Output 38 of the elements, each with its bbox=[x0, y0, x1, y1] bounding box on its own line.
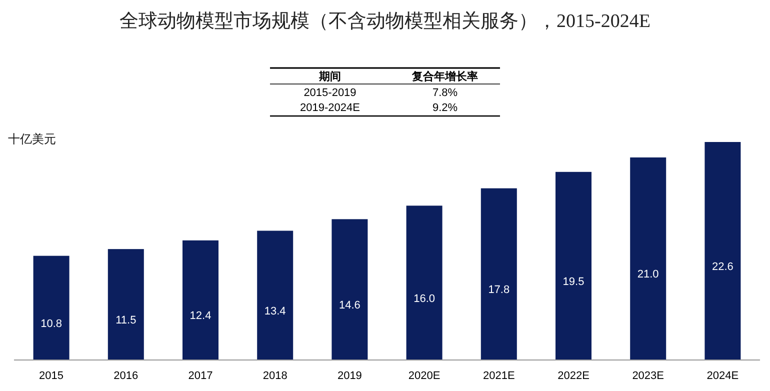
text: 2019-2024E bbox=[300, 102, 360, 114]
x-tick-label: 2016 bbox=[114, 370, 138, 382]
data-label: 11.5 bbox=[116, 314, 136, 327]
text: 复合年增长率 bbox=[411, 70, 478, 83]
bar bbox=[406, 206, 442, 360]
x-tick-label: 2018 bbox=[262, 370, 288, 382]
text: 期间 bbox=[318, 70, 341, 83]
x-tick-label: 2020E bbox=[408, 370, 440, 382]
data-label: 22.6 bbox=[712, 261, 734, 273]
x-tick-label: 2023E bbox=[632, 370, 664, 382]
bar bbox=[704, 142, 741, 360]
x-tick-label: 2022E bbox=[558, 370, 590, 382]
bar bbox=[480, 188, 517, 360]
text: 2015-2019 bbox=[304, 87, 356, 99]
bar bbox=[33, 256, 70, 360]
x-tick-label: 2019 bbox=[337, 370, 362, 382]
y-axis-title: 十亿美元 bbox=[8, 132, 56, 146]
bar bbox=[257, 230, 294, 360]
data-label: 16.0 bbox=[414, 292, 436, 305]
x-tick-label: 2021E bbox=[482, 370, 515, 382]
data-label: 12.4 bbox=[190, 310, 212, 322]
data-label: 17.8 bbox=[488, 284, 510, 296]
data-label: 21.0 bbox=[637, 268, 659, 281]
text: 7.8% bbox=[432, 87, 458, 99]
x-tick-label: 2015 bbox=[39, 370, 64, 382]
text: 9.2% bbox=[432, 102, 458, 114]
data-label: 13.4 bbox=[264, 305, 286, 318]
bar bbox=[630, 157, 666, 360]
bar bbox=[556, 172, 592, 360]
data-label: 19.5 bbox=[562, 276, 584, 288]
bar bbox=[182, 240, 218, 360]
chart-title: 全球动物模型市场规模（不含动物模型相关服务），2015-2024E bbox=[120, 10, 650, 32]
data-label: 10.8 bbox=[40, 318, 62, 330]
bar bbox=[108, 249, 144, 360]
data-label: 14.6 bbox=[338, 300, 360, 312]
bar bbox=[332, 219, 368, 360]
x-tick-label: 2024E bbox=[706, 370, 739, 382]
x-tick-label: 2017 bbox=[188, 370, 213, 382]
